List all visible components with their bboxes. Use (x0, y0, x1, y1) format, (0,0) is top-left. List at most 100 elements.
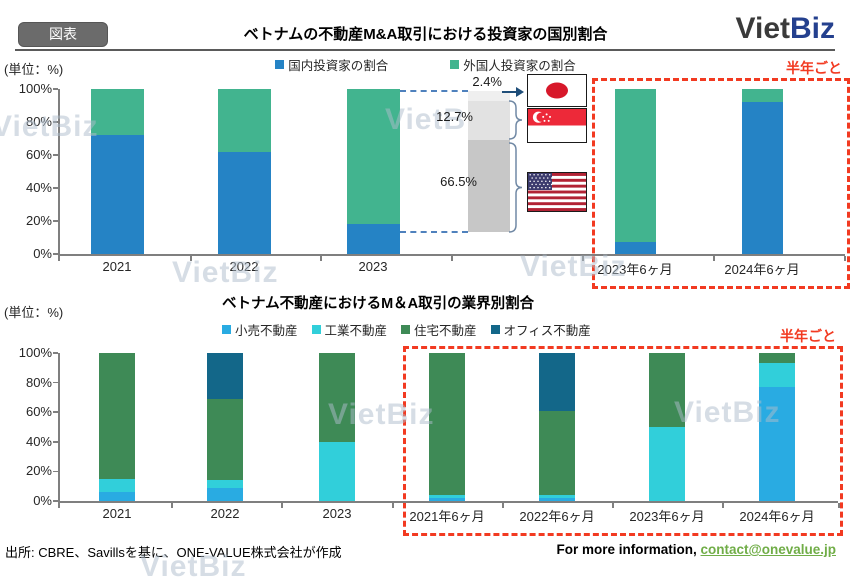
bar-segment (539, 353, 575, 411)
legend-swatch-icon (311, 325, 321, 334)
chart2-x-category-label: 2022年6ヶ月 (519, 509, 595, 524)
legend-item: 小売不動産 (222, 320, 298, 339)
chart1-half-year-highlight-box (592, 78, 850, 289)
bar-segment (741, 89, 783, 103)
chart1-y-tick-label: 80% (25, 114, 52, 129)
figure-badge: 図表 (18, 22, 108, 47)
bar-segment (346, 89, 400, 225)
legend-label: 小売不動産 (235, 324, 298, 338)
chart2-x-tick (171, 502, 173, 508)
annotation-arrow-head (516, 87, 524, 97)
bar-segment (759, 387, 795, 501)
legend-label: 住宅不動産 (414, 324, 477, 338)
chart2-x-category-label: 2021年6ヶ月 (409, 509, 485, 524)
chart1-x-axis-line (58, 254, 845, 256)
annotation-leader-line (400, 90, 468, 92)
bar-segment (429, 353, 465, 496)
chart1-y-tick (53, 253, 58, 255)
chart2-y-tick (53, 441, 58, 443)
chart2-unit-label: (単位：%) (4, 305, 64, 320)
bar-segment (99, 478, 135, 493)
chart1-half-year-label: 半年ごと (786, 60, 842, 76)
chart2-x-tick (58, 502, 60, 508)
bar-segment (207, 353, 243, 399)
chart1-y-tick (53, 220, 58, 222)
chart1-y-tick-label: 40% (25, 180, 52, 195)
chart1-x-tick (451, 255, 453, 261)
bar-segment (319, 353, 355, 442)
chart2-half-year-label: 半年ごと (780, 328, 836, 344)
chart1-x-category-label: 2024年6ヶ月 (724, 262, 800, 277)
legend-item: 外国人投資家の割合 (450, 55, 576, 74)
logo-biz: Biz (790, 12, 835, 45)
bar-segment (741, 102, 783, 254)
chart1-x-tick (844, 255, 846, 261)
chart2-x-category-label: 2024年6ヶ月 (739, 509, 815, 524)
bar-segment (614, 242, 656, 254)
chart1-unit-label: (単位：%) (4, 62, 64, 77)
chart2-y-tick-label: 20% (25, 463, 52, 479)
chart2-x-category-label: 2022 (210, 506, 240, 521)
singapore-flag-icon (527, 108, 587, 143)
usa-brace-icon (508, 142, 524, 233)
chart2-x-tick (722, 502, 724, 508)
chart2-x-category-label: 2023年6ヶ月 (629, 509, 705, 524)
chart1-title: ベトナムの不動産M&A取引における投資家の国別割合 (243, 26, 608, 43)
legend-item: 国内投資家の割合 (275, 55, 388, 74)
chart1-x-tick (58, 255, 60, 261)
chart2-x-tick (838, 502, 840, 508)
chart2-y-tick (53, 352, 58, 354)
annotation-percent-label: 2.4% (472, 74, 502, 89)
chart2-x-category-label: 2023 (322, 506, 352, 521)
annotation-column-segment-2 (468, 101, 510, 140)
bar-segment (614, 89, 656, 243)
legend-item: オフィス不動産 (490, 320, 591, 339)
bar-segment (90, 89, 144, 136)
chart1-y-tick (53, 187, 58, 189)
chart1-x-category-label: 2022 (229, 259, 259, 274)
legend-item: 工業不動産 (311, 320, 387, 339)
legend-swatch-icon (275, 60, 285, 69)
chart1-x-category-label: 2023 (358, 259, 388, 274)
chart2-y-tick-label: 100% (18, 345, 52, 360)
source-note: 出所: CBRE、Savillsを基に、ONE-VALUE株式会社が作成 (5, 545, 342, 560)
usa-flag-icon (527, 172, 587, 212)
logo-viet: Viet (735, 12, 790, 45)
legend-item: 住宅不動産 (401, 320, 477, 339)
chart1-x-tick (320, 255, 322, 261)
legend-swatch-icon (222, 325, 231, 334)
chart1-y-tick (53, 154, 58, 156)
contact-email-link[interactable]: contact@onevalue.jp (700, 542, 836, 557)
chart2-y-tick-label: 80% (25, 374, 52, 390)
bar-segment (207, 398, 243, 481)
legend-swatch-icon (450, 60, 460, 69)
bar-segment (429, 495, 465, 499)
bar-segment (207, 480, 243, 488)
bar-segment (759, 363, 795, 388)
chart2-y-axis-line (58, 353, 60, 501)
legend-swatch-icon (490, 325, 500, 334)
legend-label: 国内投資家の割合 (288, 59, 389, 73)
chart1-y-tick (53, 88, 58, 90)
annotation-column-segment-3 (468, 140, 510, 232)
annotation-leader-line (400, 231, 468, 233)
chart1-y-tick-label: 0% (33, 246, 52, 261)
chart1-x-category-label: 2021 (102, 259, 132, 274)
bar-segment (429, 498, 465, 501)
bar-segment (539, 495, 575, 499)
chart2-x-axis-line (58, 501, 838, 503)
bar-segment (90, 135, 144, 254)
chart1-y-tick-label: 20% (25, 213, 52, 228)
legend-swatch-icon (401, 325, 411, 334)
bar-segment (539, 410, 575, 496)
chart2-x-tick (612, 502, 614, 508)
bar-segment (99, 353, 135, 479)
chart2-y-tick (53, 381, 58, 384)
bar-segment (649, 427, 685, 501)
chart1-legend: 国内投資家の割合 外国人投資家の割合 (0, 55, 851, 74)
chart1-y-tick-label: 100% (18, 81, 52, 96)
annotation-percent-label: 12.7% (436, 109, 473, 124)
chart2-title: ベトナム不動産におけるM＆A取引の業界別割合 (222, 296, 535, 312)
vietbiz-logo: VietBiz (736, 12, 835, 46)
